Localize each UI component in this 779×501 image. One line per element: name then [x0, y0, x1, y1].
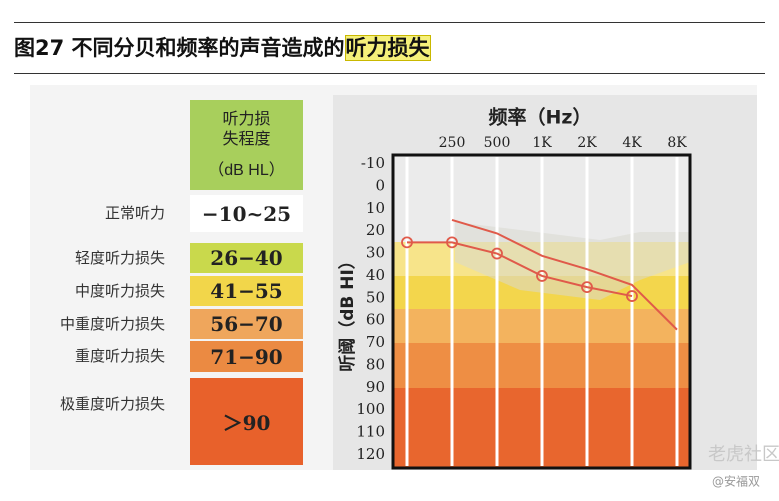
data-point: [491, 247, 503, 260]
watermark-author: @安福双: [712, 474, 760, 489]
table-header: 听力损失程度 （dB HL）: [190, 100, 303, 190]
y-tick-label: 0: [375, 176, 385, 194]
y-tick-label: 10: [366, 199, 385, 217]
y-tick-label: 50: [366, 288, 385, 306]
y-tick-label: 90: [366, 378, 385, 396]
level-label: 中度听力损失: [74, 282, 165, 300]
level-label: 中重度听力损失: [59, 315, 165, 333]
level-range: 71−90: [190, 341, 303, 372]
level-range: ＞90: [190, 378, 303, 465]
level-label: 重度听力损失: [74, 347, 165, 365]
level-label: 轻度听力损失: [74, 249, 165, 267]
header-unit: （dB HL）: [208, 162, 285, 179]
y-tick-label: -10: [361, 154, 385, 172]
data-line: [451, 219, 678, 331]
y-tick-label: 60: [366, 311, 385, 329]
data-point: [626, 290, 638, 302]
y-tick-label: 40: [366, 266, 385, 284]
level-range: −10~25: [190, 195, 303, 232]
x-tick-label: 4K: [622, 135, 642, 151]
bottom-rule: [14, 73, 765, 74]
title-text: 图27 不同分贝和频率的声音造成的: [14, 36, 345, 60]
data-point: [581, 281, 593, 294]
level-label: 极重度听力损失: [59, 395, 165, 413]
y-tick-label: 20: [366, 221, 385, 239]
y-tick-label: 120: [356, 445, 385, 463]
level-range: 41−55: [190, 276, 303, 306]
level-range: 56−70: [190, 309, 303, 339]
level-label: 正常听力: [104, 204, 165, 222]
x-tick-label: 500: [484, 135, 511, 151]
x-tick-label: 1K: [532, 135, 552, 151]
plot-frame: [391, 153, 692, 470]
y-tick-label: 80: [366, 355, 385, 373]
header-text: 听力损失程度: [222, 111, 271, 148]
y-axis-label: 听阈（dB HI）: [337, 252, 358, 372]
data-point: [446, 236, 458, 249]
x-tick-label: 2K: [577, 135, 597, 151]
watermark: 老虎社区: [708, 444, 779, 465]
level-range: 26−40: [190, 243, 303, 273]
data-line: [407, 241, 633, 298]
chart-title: 频率（Hz）: [489, 106, 592, 129]
title-highlight: 听力损失: [344, 35, 431, 61]
x-tick-label: 8K: [667, 135, 687, 151]
top-rule: [14, 22, 765, 23]
x-tick-label: 250: [439, 135, 466, 151]
y-tick-label: 70: [366, 333, 385, 351]
data-point: [401, 236, 413, 249]
y-tick-label: 110: [356, 423, 385, 441]
y-tick-label: 30: [366, 244, 385, 262]
y-tick-label: 100: [356, 400, 385, 418]
figure-title: 图27 不同分贝和频率的声音造成的听力损失: [14, 32, 431, 62]
data-point: [536, 270, 548, 282]
